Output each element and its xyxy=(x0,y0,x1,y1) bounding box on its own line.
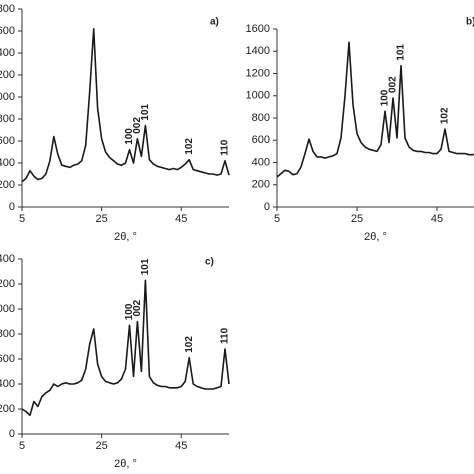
x-tick-label: 5 xyxy=(19,440,25,452)
y-tick-label: 1000 xyxy=(246,90,270,102)
peak-label: 110 xyxy=(220,327,231,344)
x-tick-label: 45 xyxy=(431,213,443,225)
y-tick-label: 800 xyxy=(0,113,15,125)
peak-label: 101 xyxy=(140,258,151,275)
y-tick-label: 200 xyxy=(0,179,15,191)
y-tick-label: 600 xyxy=(0,353,15,365)
y-tick-label: 600 xyxy=(252,134,270,146)
y-tick-label: 1000 xyxy=(0,303,15,315)
y-tick-label: 1800 xyxy=(0,3,15,15)
y-tick-label: 400 xyxy=(0,378,15,390)
x-tick-label: 25 xyxy=(95,440,107,452)
y-tick-label: 200 xyxy=(0,403,15,415)
y-tick-label: 1400 xyxy=(246,45,270,57)
peak-label: 101 xyxy=(140,103,151,120)
y-tick-label: 1200 xyxy=(0,278,15,290)
xrd-line xyxy=(276,41,474,178)
peak-label: 102 xyxy=(184,138,195,155)
y-tick-label: 0 xyxy=(9,428,15,440)
x-tick-label: 5 xyxy=(274,213,280,225)
peak-label: 002 xyxy=(132,299,143,316)
y-tick-label: 1000 xyxy=(0,91,15,103)
y-tick-label: 1200 xyxy=(0,69,15,81)
xrd-line xyxy=(21,279,230,417)
peak-label: 100 xyxy=(124,303,135,320)
panel-title: c) xyxy=(205,257,214,268)
x-tick-label: 25 xyxy=(351,213,363,225)
peak-label: 110 xyxy=(220,139,231,156)
y-tick-label: 0 xyxy=(264,201,270,213)
peak-label: 100 xyxy=(380,89,391,106)
x-tick-label: 45 xyxy=(175,440,187,452)
peak-label: 002 xyxy=(132,117,143,134)
y-tick-label: 800 xyxy=(0,328,15,340)
y-tick-label: 1400 xyxy=(0,253,15,265)
y-tick-label: 1400 xyxy=(0,47,15,59)
y-tick-label: 400 xyxy=(252,156,270,168)
peak-label: 102 xyxy=(184,336,195,353)
x-tick-label: 5 xyxy=(19,213,25,225)
panel-title: b) xyxy=(466,17,474,28)
y-tick-label: 200 xyxy=(252,179,270,191)
x-tick-label: 45 xyxy=(175,213,187,225)
y-tick-label: 600 xyxy=(0,135,15,147)
y-tick-label: 400 xyxy=(0,157,15,169)
x-axis-label: 2θ, ° xyxy=(114,231,137,243)
y-tick-label: 0 xyxy=(9,201,15,213)
peak-label: 101 xyxy=(396,44,407,61)
x-axis-label: 2θ, ° xyxy=(364,231,387,243)
y-tick-label: 1600 xyxy=(246,23,270,35)
xrd-line xyxy=(21,28,230,183)
panel-title: a) xyxy=(210,17,219,28)
y-tick-label: 800 xyxy=(252,112,270,124)
peak-label: 002 xyxy=(388,76,399,93)
peak-label: 100 xyxy=(124,128,135,145)
y-tick-label: 1600 xyxy=(0,25,15,37)
x-tick-label: 25 xyxy=(95,213,107,225)
peak-label: 102 xyxy=(440,107,451,124)
x-axis-label: 2θ, ° xyxy=(114,458,137,470)
y-tick-label: 1200 xyxy=(246,67,270,79)
